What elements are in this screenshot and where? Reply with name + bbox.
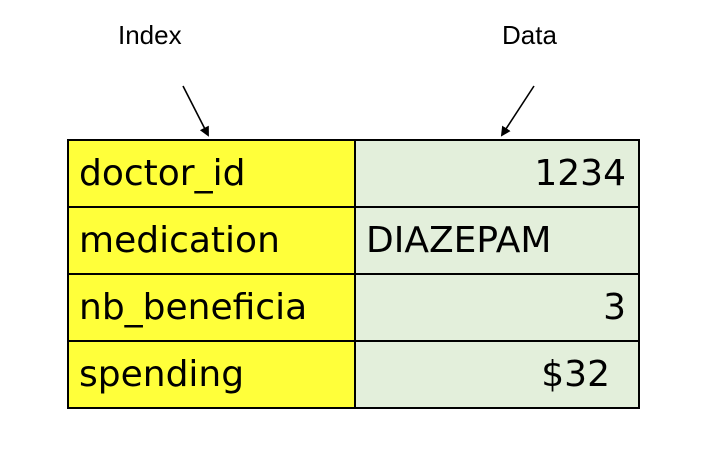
table-row: doctor_id 1234 (67, 139, 640, 208)
table-row: medication DIAZEPAM (67, 206, 640, 275)
data-cell: DIAZEPAM (354, 206, 640, 275)
data-label: Data (502, 20, 557, 50)
index-cell: spending (67, 340, 356, 409)
index-label: Index (118, 20, 182, 50)
table-row: nb_beneficia 3 (67, 273, 640, 342)
table-row: spending $32 (67, 340, 640, 409)
index-data-table: doctor_id 1234 medication DIAZEPAM nb_be… (67, 139, 640, 409)
index-arrow (182, 85, 209, 137)
index-cell: nb_beneficia (67, 273, 356, 342)
data-arrow (500, 85, 535, 137)
data-cell: 3 (354, 273, 640, 342)
data-cell: 1234 (354, 139, 640, 208)
index-cell: medication (67, 206, 356, 275)
data-cell: $32 (354, 340, 640, 409)
index-cell: doctor_id (67, 139, 356, 208)
